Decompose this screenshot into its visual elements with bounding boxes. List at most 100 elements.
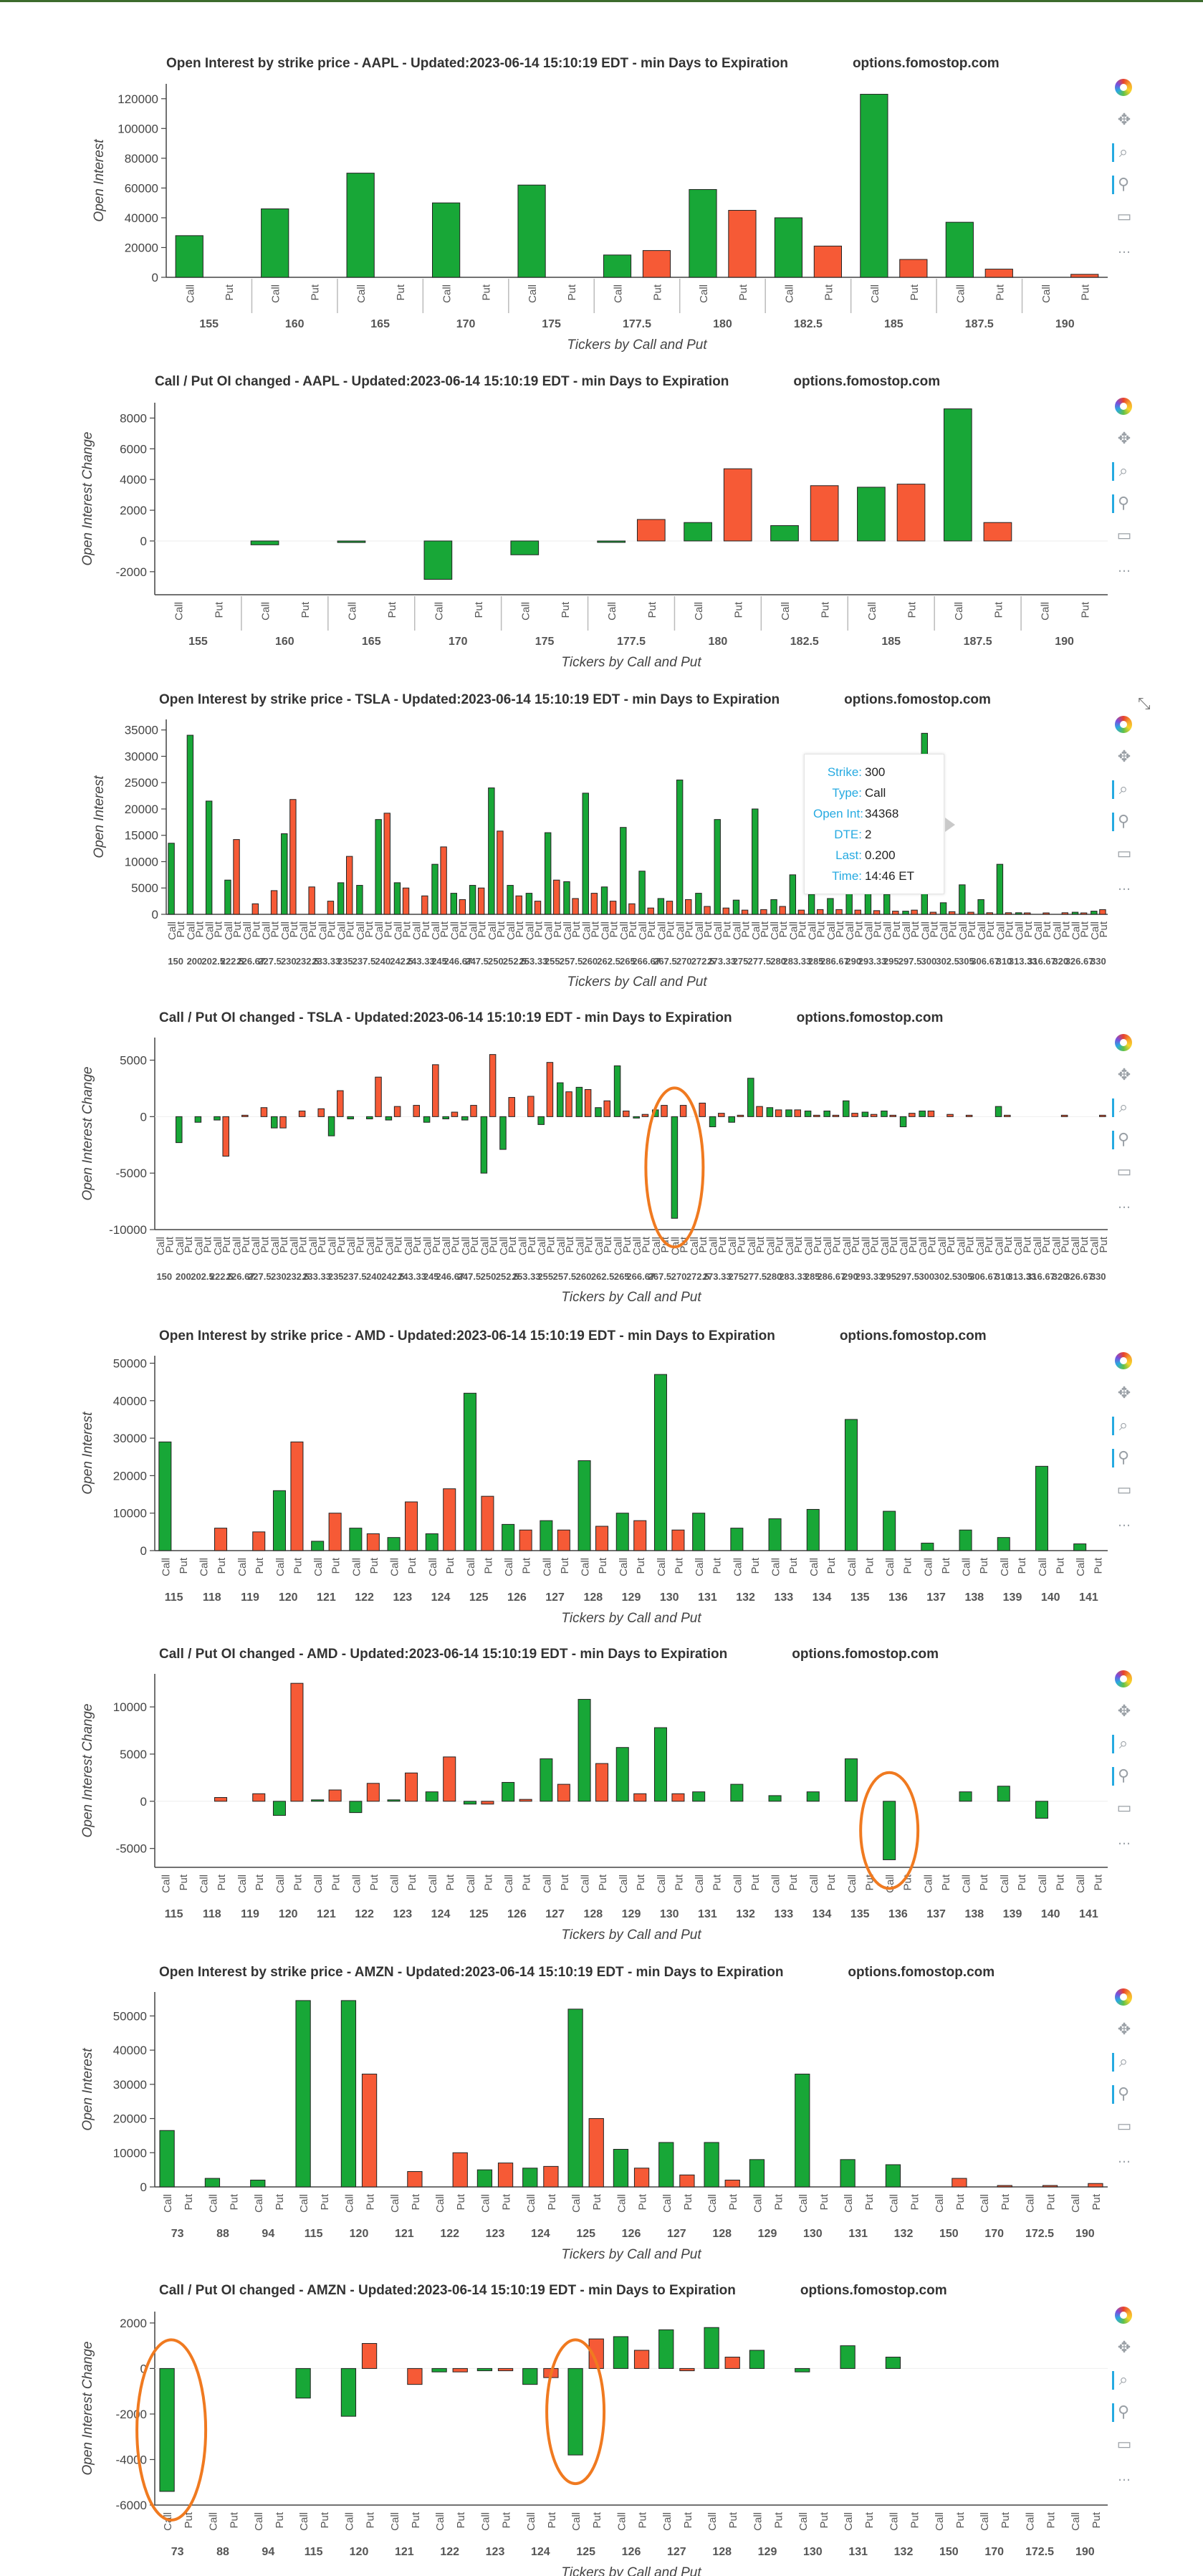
call-bar[interactable] <box>709 1116 716 1128</box>
put-bar[interactable] <box>1070 274 1099 278</box>
put-bar[interactable] <box>317 1108 325 1117</box>
call-bar[interactable] <box>885 2164 901 2188</box>
put-bar[interactable] <box>779 906 786 915</box>
put-bar[interactable] <box>407 2367 423 2385</box>
put-bar[interactable] <box>997 2185 1012 2188</box>
call-bar[interactable] <box>795 2074 810 2188</box>
call-bar[interactable] <box>204 2178 221 2188</box>
put-bar[interactable] <box>393 1106 401 1117</box>
put-bar[interactable] <box>810 485 839 542</box>
call-bar[interactable] <box>730 1783 744 1802</box>
put-bar[interactable] <box>214 1797 228 1802</box>
call-bar[interactable] <box>704 2142 719 2188</box>
put-bar[interactable] <box>722 907 730 915</box>
put-bar[interactable] <box>497 2367 514 2372</box>
put-bar[interactable] <box>609 901 617 915</box>
box-zoom-icon[interactable]: ⌕ <box>1112 2371 1133 2390</box>
put-bar[interactable] <box>816 909 824 915</box>
save-icon[interactable]: ▭ <box>1116 2117 1132 2135</box>
call-bar[interactable] <box>692 1791 706 1802</box>
put-bar[interactable] <box>741 909 749 915</box>
call-bar[interactable] <box>327 1116 335 1136</box>
call-bar[interactable] <box>214 1116 221 1121</box>
put-bar[interactable] <box>214 1528 228 1551</box>
put-bar[interactable] <box>572 898 579 915</box>
call-bar[interactable] <box>423 540 453 580</box>
call-bar[interactable] <box>857 487 886 542</box>
put-bar[interactable] <box>986 912 993 915</box>
put-bar[interactable] <box>361 2074 378 2188</box>
put-bar[interactable] <box>588 2338 604 2369</box>
put-bar[interactable] <box>889 1114 896 1117</box>
call-bar[interactable] <box>768 1795 782 1802</box>
call-bar[interactable] <box>603 254 632 278</box>
call-bar[interactable] <box>461 1116 469 1121</box>
call-bar[interactable] <box>366 1116 373 1120</box>
call-bar[interactable] <box>827 898 834 915</box>
call-bar[interactable] <box>502 1781 515 1802</box>
call-bar[interactable] <box>943 408 972 542</box>
call-bar[interactable] <box>311 1799 325 1802</box>
put-bar[interactable] <box>760 909 767 915</box>
put-bar[interactable] <box>724 2179 740 2188</box>
put-bar[interactable] <box>952 2178 967 2188</box>
call-bar[interactable] <box>175 235 203 278</box>
wheel-zoom-icon[interactable]: ⚲ <box>1112 1767 1133 1786</box>
call-bar[interactable] <box>615 1747 629 1802</box>
save-icon[interactable]: ▭ <box>1116 845 1132 863</box>
put-bar[interactable] <box>279 1116 287 1129</box>
call-bar[interactable] <box>1071 911 1079 915</box>
call-bar[interactable] <box>714 819 721 915</box>
call-bar[interactable] <box>638 871 646 915</box>
call-bar[interactable] <box>423 1116 431 1123</box>
call-bar[interactable] <box>577 1460 591 1551</box>
bokeh-logo-icon[interactable] <box>1115 1352 1132 1369</box>
put-bar[interactable] <box>515 895 522 915</box>
put-bar[interactable] <box>233 839 240 915</box>
call-bar[interactable] <box>823 1110 830 1117</box>
call-bar[interactable] <box>250 2179 266 2188</box>
call-bar[interactable] <box>752 808 759 915</box>
call-bar[interactable] <box>997 1537 1010 1551</box>
call-bar[interactable] <box>774 217 803 278</box>
call-bar[interactable] <box>730 1528 744 1551</box>
call-bar[interactable] <box>346 173 375 278</box>
put-bar[interactable] <box>260 1107 268 1117</box>
put-bar[interactable] <box>666 901 674 915</box>
call-bar[interactable] <box>959 1529 972 1551</box>
put-bar[interactable] <box>252 1793 266 1802</box>
put-bar[interactable] <box>911 909 918 915</box>
bokeh-logo-icon[interactable] <box>1115 1034 1132 1051</box>
call-bar[interactable] <box>704 2327 719 2369</box>
call-bar[interactable] <box>959 884 966 915</box>
call-bar[interactable] <box>1035 1465 1048 1551</box>
put-bar[interactable] <box>1042 2185 1058 2188</box>
put-bar[interactable] <box>642 250 671 278</box>
call-bar[interactable] <box>224 879 231 915</box>
call-bar[interactable] <box>633 1116 640 1119</box>
call-bar[interactable] <box>613 2149 629 2188</box>
call-bar[interactable] <box>807 894 815 915</box>
wheel-zoom-icon[interactable]: ⚲ <box>1112 494 1133 513</box>
put-bar[interactable] <box>728 210 757 278</box>
call-bar[interactable] <box>785 1109 792 1117</box>
call-bar[interactable] <box>567 2367 583 2456</box>
put-bar[interactable] <box>671 1793 685 1802</box>
call-bar[interactable] <box>281 833 288 915</box>
put-bar[interactable] <box>628 903 636 915</box>
call-bar[interactable] <box>613 2336 629 2369</box>
call-bar[interactable] <box>356 885 363 915</box>
save-icon[interactable]: ▭ <box>1116 1481 1132 1499</box>
call-bar[interactable] <box>770 525 799 542</box>
put-bar[interactable] <box>366 1783 380 1802</box>
pan-icon[interactable]: ✥ <box>1117 1703 1131 1720</box>
call-bar[interactable] <box>695 893 702 915</box>
put-bar[interactable] <box>723 468 752 542</box>
put-bar[interactable] <box>290 1441 304 1551</box>
put-bar[interactable] <box>497 830 504 915</box>
put-bar[interactable] <box>407 2171 423 2188</box>
call-bar[interactable] <box>194 1116 202 1123</box>
put-bar[interactable] <box>854 909 861 915</box>
call-bar[interactable] <box>476 2169 493 2188</box>
put-bar[interactable] <box>797 909 805 915</box>
